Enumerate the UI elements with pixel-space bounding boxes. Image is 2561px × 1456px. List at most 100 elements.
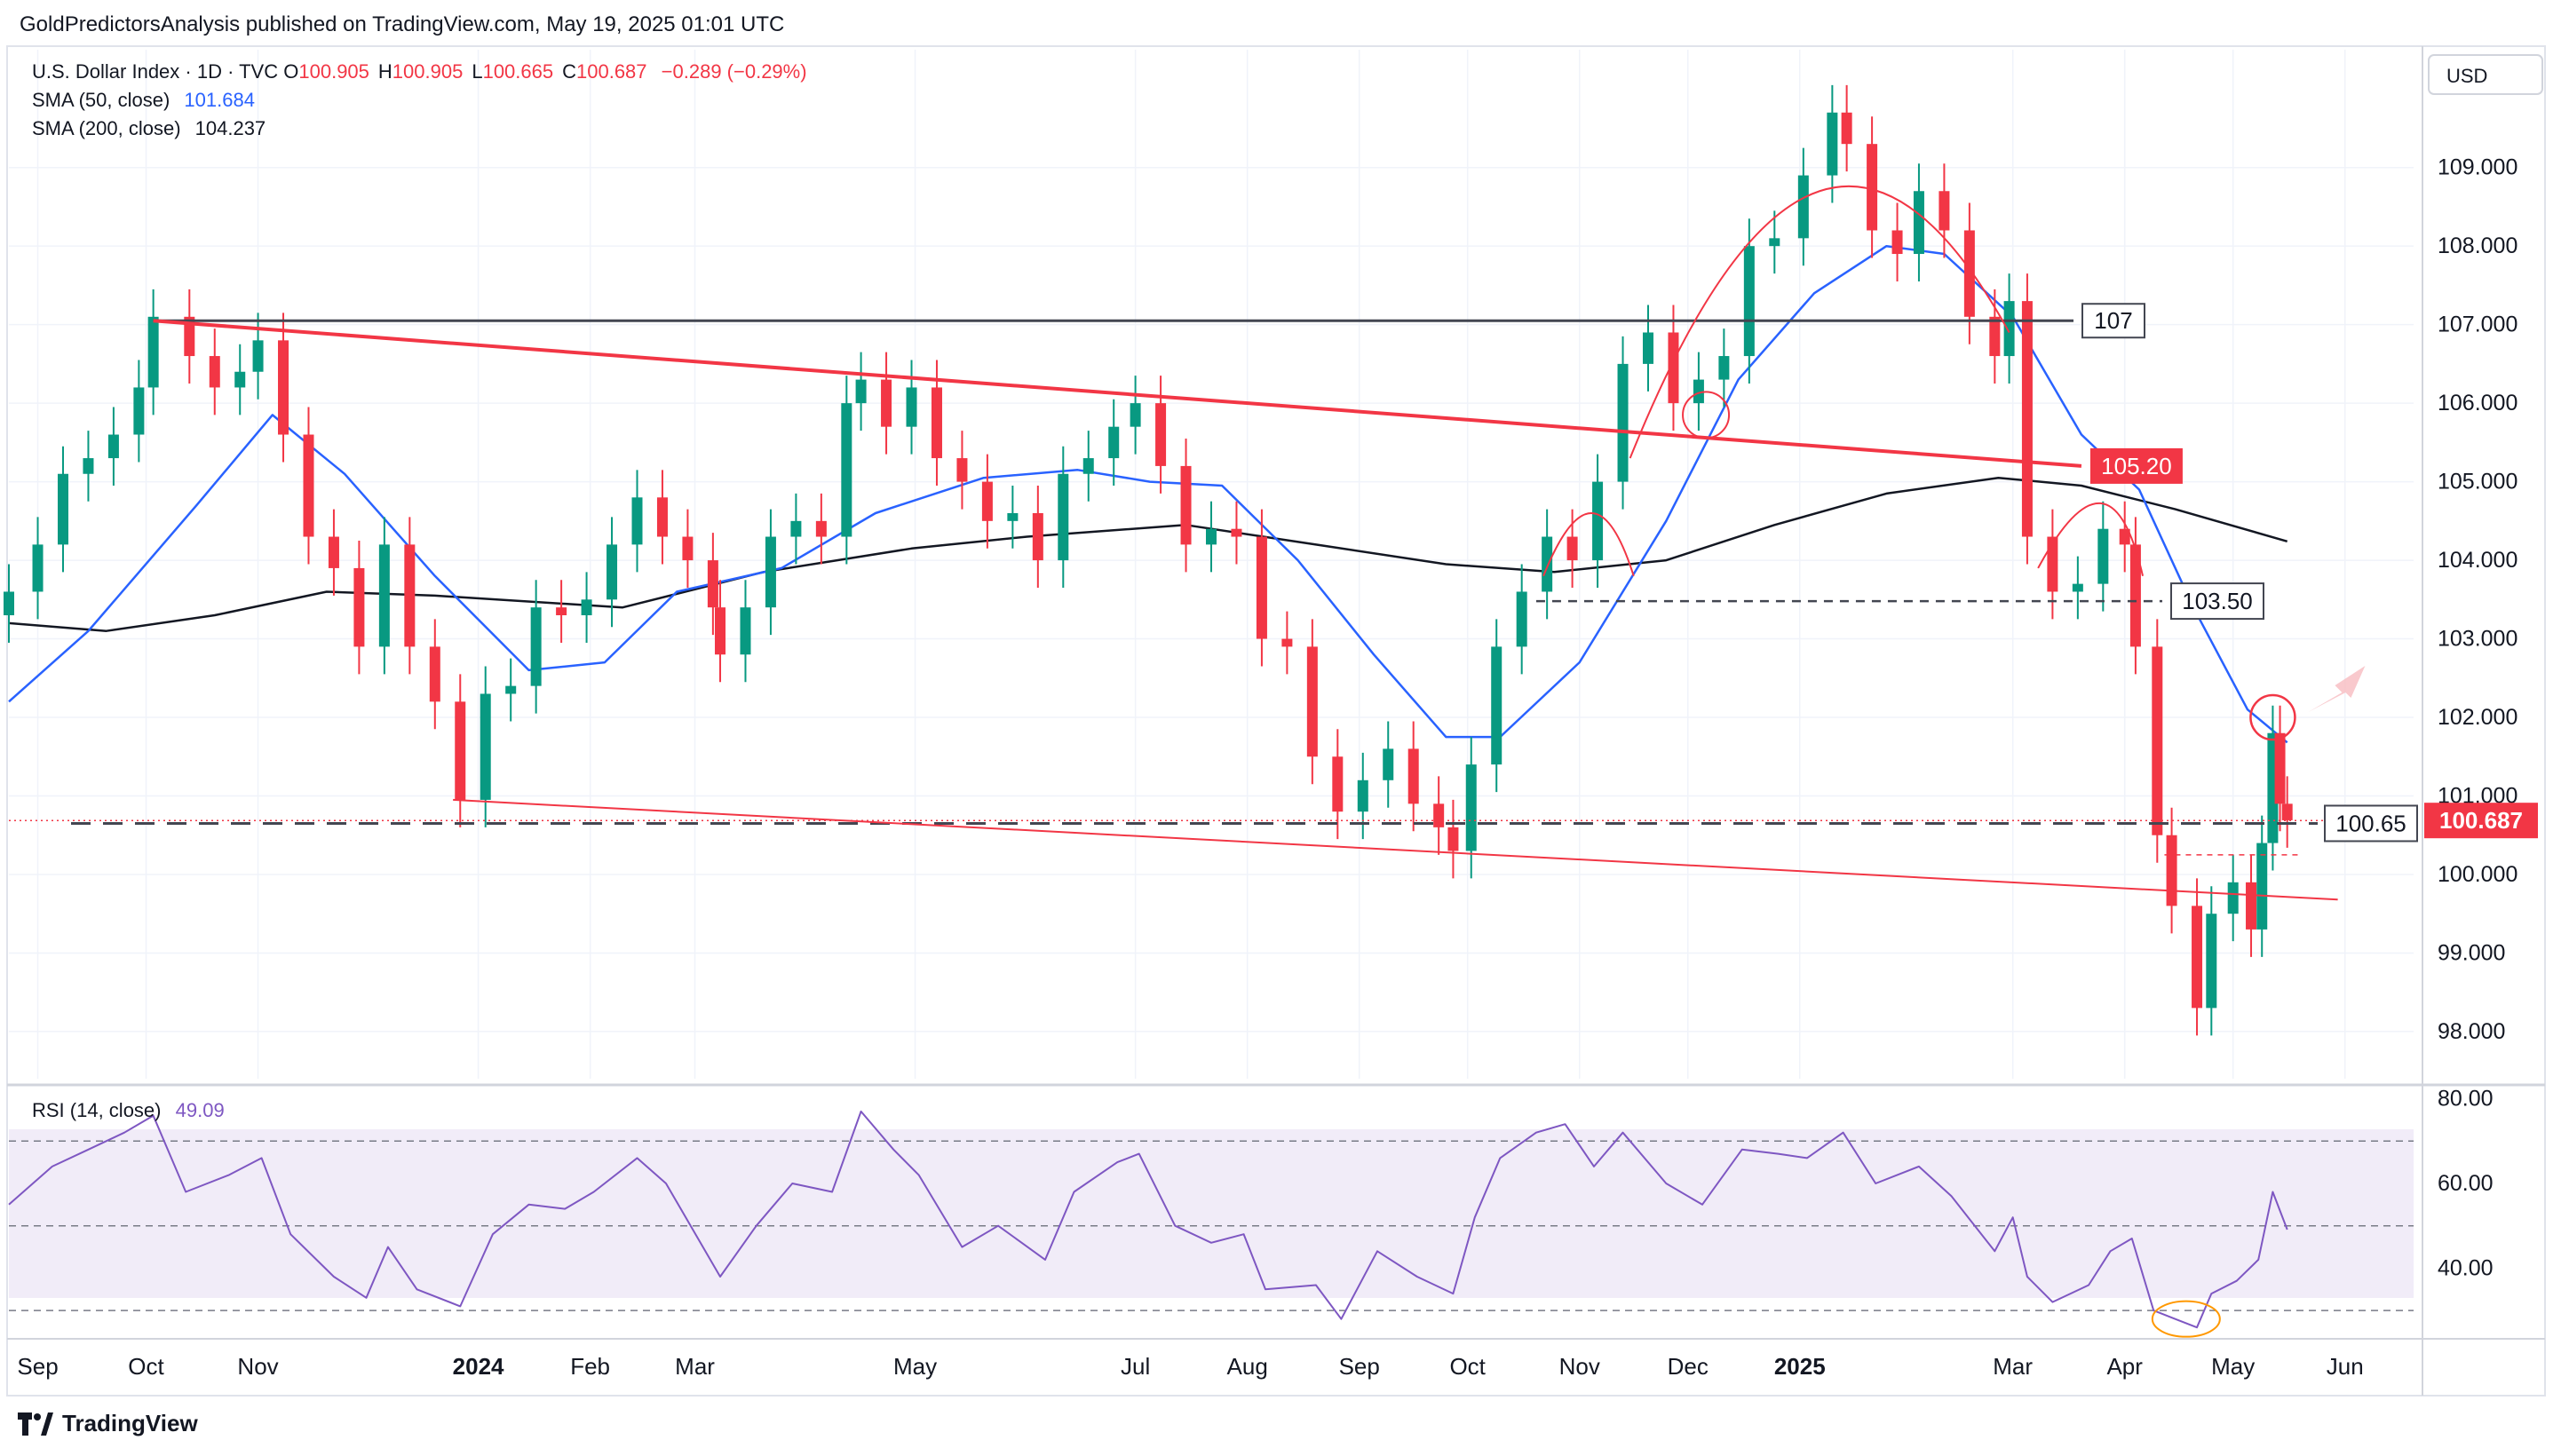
- candle[interactable]: [1306, 619, 1318, 785]
- candle[interactable]: [1180, 438, 1192, 573]
- candle[interactable]: [2047, 509, 2058, 620]
- candle[interactable]: [1491, 619, 1503, 793]
- currency-button[interactable]: [2428, 54, 2543, 95]
- candle[interactable]: [1465, 737, 1477, 879]
- candle[interactable]: [83, 431, 94, 502]
- candle[interactable]: [1032, 486, 1043, 589]
- candle[interactable]: [1108, 399, 1120, 487]
- candle[interactable]: [1407, 721, 1419, 832]
- candle[interactable]: [2097, 501, 2109, 612]
- candle[interactable]: [2227, 854, 2239, 942]
- candle[interactable]: [2021, 273, 2033, 565]
- candle[interactable]: [1433, 776, 1445, 855]
- candle[interactable]: [1058, 446, 1069, 589]
- candle[interactable]: [2206, 886, 2217, 1036]
- candle[interactable]: [656, 470, 668, 565]
- candle[interactable]: [1155, 376, 1167, 494]
- candle[interactable]: [1891, 202, 1903, 281]
- candle[interactable]: [1231, 501, 1242, 565]
- candle[interactable]: [1383, 721, 1394, 808]
- candle[interactable]: [1867, 116, 1878, 258]
- candle[interactable]: [855, 352, 867, 431]
- candle[interactable]: [209, 328, 220, 415]
- candle[interactable]: [57, 446, 68, 573]
- symbol-name[interactable]: U.S. Dollar Index · 1D · TVC: [32, 60, 279, 83]
- candle[interactable]: [107, 407, 119, 487]
- candle[interactable]: [252, 313, 264, 400]
- tradingview-logo[interactable]: TradingView: [18, 1410, 198, 1437]
- candle[interactable]: [32, 517, 44, 620]
- candle[interactable]: [581, 572, 592, 643]
- candle[interactable]: [2072, 556, 2083, 620]
- candle[interactable]: [682, 509, 694, 589]
- candle[interactable]: [2166, 807, 2177, 934]
- candle[interactable]: [2246, 854, 2257, 957]
- candle[interactable]: [1989, 289, 2001, 384]
- candle[interactable]: [2129, 517, 2141, 675]
- candle[interactable]: [404, 517, 416, 675]
- candle[interactable]: [1797, 147, 1809, 266]
- candle[interactable]: [707, 533, 718, 636]
- candle[interactable]: [4, 564, 14, 643]
- candle[interactable]: [956, 431, 968, 510]
- candle[interactable]: [1592, 454, 1604, 589]
- candle[interactable]: [2281, 776, 2293, 848]
- candle[interactable]: [1693, 352, 1704, 431]
- candle[interactable]: [378, 517, 390, 675]
- candle[interactable]: [1718, 328, 1730, 408]
- candle[interactable]: [607, 517, 618, 628]
- candle[interactable]: [184, 289, 195, 384]
- candle[interactable]: [353, 540, 365, 675]
- candle[interactable]: [480, 666, 491, 827]
- candle[interactable]: [2152, 619, 2163, 863]
- candle[interactable]: [1082, 431, 1094, 502]
- candle[interactable]: [1617, 336, 1629, 510]
- rsi-legend[interactable]: RSI (14, close) 49.09: [32, 1099, 225, 1122]
- candle[interactable]: [1206, 501, 1217, 573]
- candle[interactable]: [2256, 815, 2268, 957]
- candle[interactable]: [1827, 84, 1838, 203]
- candle[interactable]: [147, 289, 159, 415]
- candle[interactable]: [740, 580, 751, 683]
- sma50-legend[interactable]: SMA (50, close) 101.684: [32, 89, 255, 112]
- candle[interactable]: [1642, 305, 1653, 392]
- candle[interactable]: [1668, 305, 1679, 431]
- candle[interactable]: [1841, 84, 1852, 172]
- candle[interactable]: [765, 509, 776, 636]
- candle[interactable]: [429, 619, 440, 730]
- candle[interactable]: [1256, 509, 1267, 667]
- candle[interactable]: [631, 470, 643, 573]
- candle[interactable]: [556, 580, 567, 643]
- candle[interactable]: [815, 493, 827, 565]
- candle[interactable]: [1566, 509, 1578, 589]
- candle[interactable]: [841, 376, 852, 565]
- candle[interactable]: [2119, 501, 2130, 573]
- candle[interactable]: [2192, 878, 2203, 1036]
- candle[interactable]: [2003, 273, 2015, 384]
- candle[interactable]: [1743, 218, 1755, 384]
- candle[interactable]: [2274, 705, 2286, 832]
- candle[interactable]: [303, 407, 314, 565]
- candle[interactable]: [234, 344, 246, 415]
- candle[interactable]: [1007, 486, 1019, 549]
- candle[interactable]: [1281, 611, 1293, 675]
- candle[interactable]: [1332, 729, 1344, 840]
- candle[interactable]: [881, 352, 892, 455]
- candle[interactable]: [1130, 376, 1141, 455]
- candle[interactable]: [1913, 163, 1924, 281]
- candle[interactable]: [328, 509, 339, 596]
- candle[interactable]: [1516, 564, 1527, 675]
- candle[interactable]: [906, 360, 917, 455]
- candle[interactable]: [278, 313, 289, 463]
- candle[interactable]: [981, 454, 993, 549]
- candle[interactable]: [133, 360, 145, 463]
- candle[interactable]: [505, 658, 517, 722]
- candle[interactable]: [1769, 210, 1780, 274]
- sma200-legend[interactable]: SMA (200, close) 104.237: [32, 117, 266, 140]
- candle[interactable]: [790, 493, 802, 565]
- candle[interactable]: [1939, 163, 1950, 258]
- candle[interactable]: [715, 580, 726, 683]
- candle[interactable]: [1542, 509, 1553, 620]
- candle[interactable]: [1447, 799, 1459, 879]
